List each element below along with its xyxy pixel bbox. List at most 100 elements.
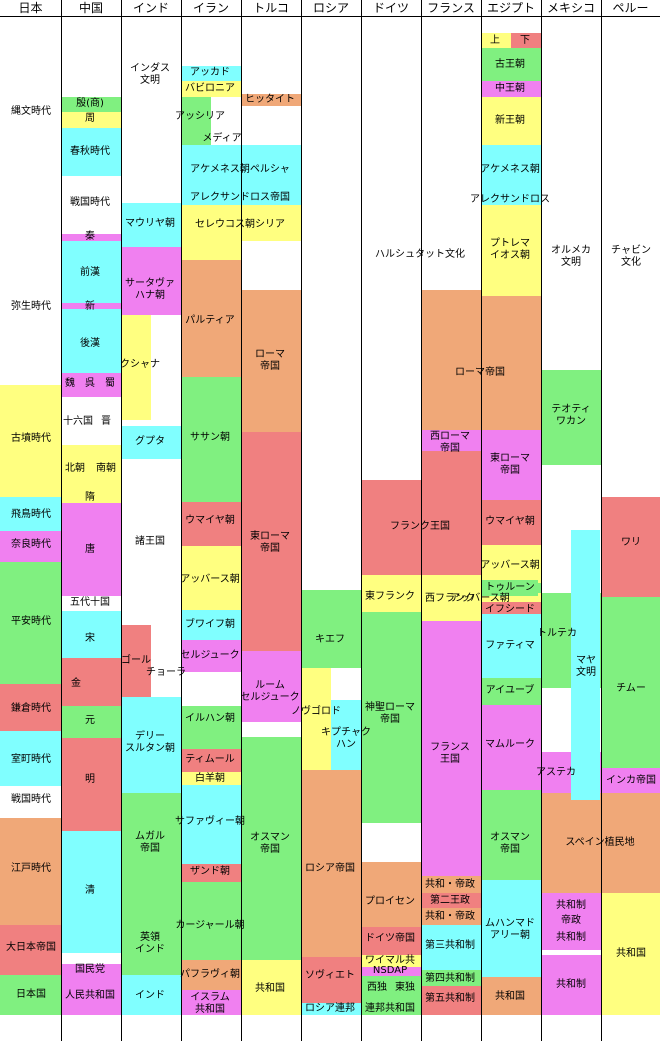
era-cell: [121, 625, 151, 697]
era-cell: [61, 234, 121, 241]
era-cell: [481, 602, 541, 614]
era-cell: [511, 33, 541, 48]
era-label: スペイン植民地: [565, 837, 635, 848]
era-cell: [541, 955, 601, 1015]
era-cell: [61, 112, 121, 128]
era-label: 前漢: [80, 267, 100, 278]
era-label: イルハン朝: [185, 713, 235, 724]
era-label: バビロニア: [185, 83, 235, 94]
era-cell: [301, 957, 361, 1003]
era-label: ワイマル共: [365, 955, 415, 966]
era-label: 縄文時代: [11, 106, 51, 117]
era-cell: [481, 593, 541, 602]
era-cell: [481, 430, 541, 500]
era-cell: [601, 597, 660, 768]
era-cell: [0, 385, 61, 497]
era-cell: [421, 575, 481, 621]
era-cell: [61, 241, 121, 303]
era-label: 平安時代: [11, 616, 51, 627]
era-label: アッカド: [190, 67, 230, 78]
era-cell: [181, 66, 241, 81]
era-label: 共和制: [556, 979, 586, 990]
era-cell: [241, 290, 301, 432]
era-cell: [601, 768, 660, 793]
era-label: 東独: [395, 982, 415, 993]
era-label: 飛鳥時代: [11, 509, 51, 520]
era-label: アリー朝: [490, 930, 530, 941]
era-label: 呉: [85, 378, 95, 389]
era-label: インド: [135, 990, 165, 1001]
era-label: 英領: [140, 932, 160, 943]
era-label: チャビン: [611, 245, 651, 256]
era-label: ワカン: [556, 416, 586, 427]
era-label: アッバース朝: [450, 593, 510, 604]
era-label: 西ローマ: [430, 431, 470, 442]
era-cell: [241, 651, 301, 722]
era-label: 清: [85, 885, 95, 896]
era-cell: [61, 738, 121, 831]
era-cell: [121, 315, 151, 420]
era-cell: [181, 749, 241, 772]
era-cell: [421, 621, 481, 876]
country-header: メキシコ: [546, 1, 595, 15]
era-label: 国民党: [75, 964, 105, 975]
era-label: インド: [135, 944, 165, 955]
era-cell: [0, 684, 61, 731]
era-cell: [181, 145, 241, 205]
era-cell: [421, 893, 481, 908]
era-label: 帝国: [140, 843, 160, 854]
era-cell: [361, 862, 421, 927]
era-label: ファティマ: [485, 640, 535, 651]
era-label: チョーラ: [146, 667, 186, 678]
era-cell: [421, 451, 481, 575]
era-cell: [181, 706, 241, 749]
era-cell: [121, 247, 181, 315]
era-cell: [61, 17, 121, 97]
column-divider: [241, 0, 242, 1041]
era-label: ブワイフ朝: [185, 619, 235, 630]
era-label: マヤ: [576, 655, 596, 666]
era-cell: [121, 17, 181, 203]
era-cell: [181, 640, 241, 672]
era-cell: [181, 882, 241, 960]
era-cell: [61, 176, 121, 234]
era-label: クシャナ: [120, 359, 160, 370]
era-cell: [61, 611, 121, 658]
era-cell: [181, 990, 241, 1015]
era-label: 奈良時代: [11, 539, 51, 550]
era-cell: [481, 790, 541, 880]
era-cell: [121, 459, 181, 625]
era-cell: [361, 480, 421, 575]
era-label: ティムール: [185, 754, 235, 765]
era-label: 文化: [621, 257, 641, 268]
era-cell: [0, 975, 61, 1015]
era-label: 第五共和制: [425, 993, 475, 1004]
era-cell: [61, 503, 121, 596]
era-label: 新王朝: [495, 115, 525, 126]
era-cell-overlay: [571, 530, 600, 800]
era-label: 西独: [367, 982, 387, 993]
era-cell: [61, 706, 121, 738]
era-label: マムルーク: [485, 739, 535, 750]
era-label: 帝国: [260, 361, 280, 372]
era-label: アッバース朝: [480, 560, 540, 571]
country-header: イラン: [192, 1, 229, 15]
era-cell: [121, 420, 181, 426]
era-cell: [0, 17, 61, 385]
era-cell: [181, 672, 241, 706]
era-cell: [0, 786, 61, 818]
era-label: 共和国: [495, 991, 525, 1002]
era-cell: [121, 975, 181, 1015]
era-cell: [181, 610, 241, 640]
era-cell: [0, 925, 61, 975]
era-label: 東フランク: [365, 591, 415, 602]
era-label: NSDAP: [372, 965, 408, 976]
era-cell: [541, 370, 601, 465]
era-cell: [61, 309, 121, 373]
era-cell: [481, 97, 541, 145]
era-label: 帝国: [380, 714, 400, 725]
era-cell: [181, 97, 211, 145]
era-cell: [421, 908, 481, 925]
era-label: 帝国: [440, 443, 460, 454]
column-divider: [301, 0, 302, 1041]
